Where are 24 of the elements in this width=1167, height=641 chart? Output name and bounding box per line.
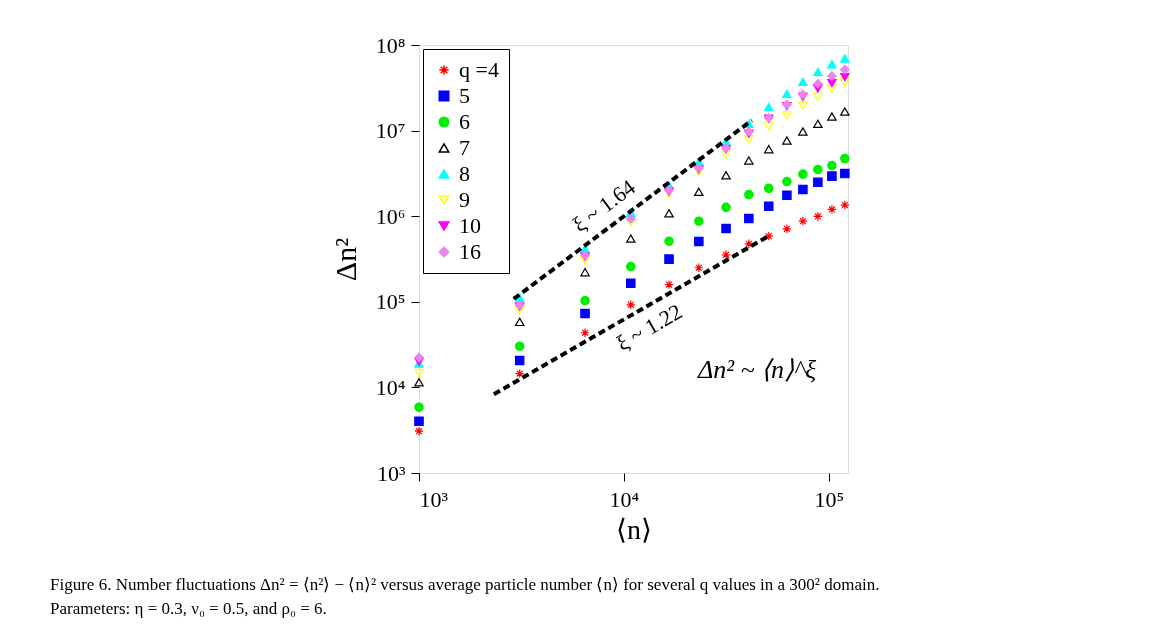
legend-label: 9 <box>459 187 470 212</box>
y-tick-label: 10³ <box>376 460 406 486</box>
y-tick-label: 10⁴ <box>375 374 406 400</box>
y-tick-label: 10⁶ <box>375 203 406 229</box>
legend-label: 10 <box>459 213 481 238</box>
x-tick-label: 10⁵ <box>814 486 845 512</box>
y-tick-label: 10⁸ <box>375 32 406 58</box>
legend-label: 8 <box>459 161 470 186</box>
legend-label: 7 <box>459 135 470 160</box>
y-tick-label: 10⁵ <box>375 289 406 315</box>
annotation: Δn² ~ ⟨n⟩^ξ <box>696 355 817 384</box>
legend-label: 5 <box>459 83 470 108</box>
legend-label: 16 <box>459 239 481 264</box>
legend-label: 6 <box>459 109 470 134</box>
text: Parameters: η = 0.3, ν₀ = 0.5, and ρ₀ = 6. <box>50 599 327 618</box>
y-tick-label: 10⁷ <box>375 118 406 144</box>
x-axis-title: ⟨n⟩ <box>616 513 652 545</box>
annotation: ξ ~ 1.64 <box>567 174 640 238</box>
legend-label: q =4 <box>459 57 499 82</box>
annotation: ξ ~ 1.22 <box>612 298 687 356</box>
y-axis-title: Δn² <box>328 237 362 282</box>
caption: Figure 6. Number fluctuations Δn² = ⟨n²⟩ − ⟨n⟩² versus average particle number ⟨n⟩ for several q values in a 300² domain. <box>50 575 880 594</box>
x-tick-label: 10⁴ <box>609 486 640 512</box>
x-tick-label: 10³ <box>419 486 449 512</box>
